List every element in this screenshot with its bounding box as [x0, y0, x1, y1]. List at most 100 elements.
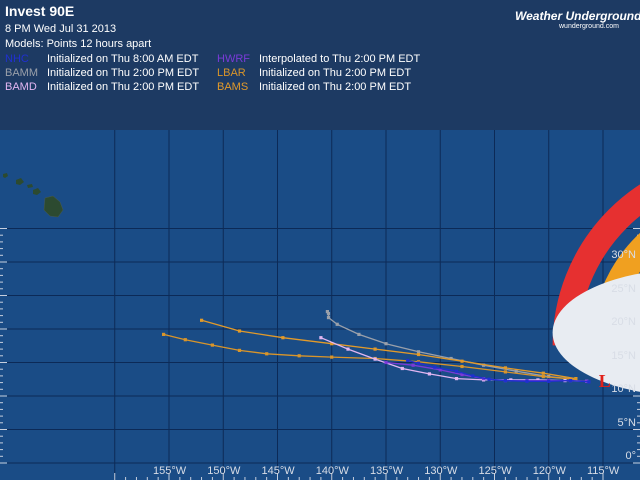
- track-point: [541, 371, 545, 375]
- model-init-text: Initialized on Thu 2:00 PM EDT: [259, 81, 412, 93]
- track-point: [449, 356, 453, 361]
- track-point: [162, 332, 166, 336]
- track-point: [237, 329, 242, 333]
- latitude-label: 10°N: [611, 383, 636, 395]
- hawaii-big-island: [43, 195, 64, 218]
- model-init-text: Initialized on Thu 2:00 PM EDT: [47, 81, 200, 93]
- model-init-text: Interpolated to Thu 2:00 PM EDT: [259, 53, 421, 65]
- track-point: [503, 370, 507, 374]
- latitude-label: 30°N: [611, 249, 636, 261]
- track-point: [384, 360, 388, 365]
- track-point: [411, 363, 415, 367]
- model-row: BAMD Initialized on Thu 2:00 PM EDT BAMS In…: [5, 81, 411, 93]
- hawaii-molokai: [27, 184, 33, 188]
- model-tracks: [162, 310, 591, 384]
- track-line: [201, 319, 577, 380]
- model-name: HWRF: [217, 53, 250, 65]
- track-point: [509, 378, 513, 382]
- track-point: [326, 316, 331, 320]
- track-point: [400, 366, 404, 371]
- header-panel: Invest 90E 8 PM Wed Jul 31 2013 Models: …: [0, 0, 640, 392]
- track-point: [416, 350, 421, 354]
- track-point: [427, 372, 431, 376]
- track-point: [482, 363, 486, 367]
- track-point: [265, 352, 269, 356]
- model-name: NHC: [5, 53, 29, 65]
- model-init-text: Initialized on Thu 2:00 PM EDT: [47, 67, 200, 79]
- longitude-label: 120°W: [532, 465, 566, 477]
- longitude-label: 155°W: [153, 465, 187, 477]
- track-point: [335, 322, 339, 326]
- model-row: NHC Initialized on Thu 8:00 AM EDT HWRF Int…: [5, 53, 420, 65]
- track-point: [541, 375, 545, 379]
- track-point: [460, 373, 464, 377]
- track-point: [346, 347, 350, 351]
- low-pressure-marker: L: [598, 371, 611, 392]
- model-init-text: Initialized on Thu 2:00 PM EDT: [259, 67, 412, 79]
- latitude-label: 20°N: [611, 316, 636, 328]
- latitude-label: 15°N: [611, 349, 636, 362]
- track-point: [416, 361, 421, 365]
- logo-brand: Weather Underground: [515, 9, 640, 23]
- track-point: [587, 380, 591, 384]
- track-point: [460, 359, 464, 363]
- track-point: [357, 332, 361, 336]
- logo-url: wunderground.com: [559, 23, 619, 30]
- track-point: [373, 357, 377, 361]
- longitude-label: 135°W: [370, 465, 404, 477]
- models-caption: Models: Points 12 hours apart: [5, 38, 152, 50]
- track-point: [200, 318, 204, 322]
- track-point: [433, 365, 437, 369]
- track-point: [297, 354, 301, 358]
- track-point: [536, 378, 540, 382]
- storm-title: Invest 90E: [5, 3, 75, 19]
- model-row: BAMM Initialized on Thu 2:00 PM EDT LBAR In…: [5, 67, 411, 79]
- track-point: [487, 377, 491, 381]
- longitude-label: 115°W: [587, 465, 620, 477]
- track-point: [503, 366, 507, 370]
- model-name: BAMM: [5, 67, 38, 79]
- track-point: [514, 369, 518, 373]
- track-point: [237, 348, 242, 352]
- track-point: [319, 336, 323, 340]
- latitude-label: 0°: [625, 450, 636, 462]
- timestamp: 8 PM Wed Jul 31 2013: [5, 23, 117, 35]
- track-point: [326, 312, 331, 316]
- rainbow-cloud-icon: [552, 184, 640, 392]
- track-point: [384, 342, 388, 346]
- track-point: [525, 379, 529, 383]
- track-point: [503, 379, 507, 383]
- model-name: BAMS: [217, 81, 249, 93]
- track-point: [454, 369, 459, 373]
- track-point: [471, 374, 475, 378]
- track-point: [547, 379, 551, 383]
- longitude-label: 125°W: [478, 465, 512, 477]
- hawaii-oahu: [16, 178, 24, 185]
- model-name: BAMD: [5, 81, 37, 93]
- track-point: [373, 347, 377, 351]
- longitude-label: 145°W: [261, 465, 295, 477]
- latitude-label: 25°N: [611, 282, 636, 295]
- track-point: [325, 310, 329, 314]
- track-point: [281, 336, 285, 340]
- track-point: [568, 379, 573, 383]
- track-point: [460, 364, 464, 369]
- track-point: [183, 338, 187, 342]
- track-point: [330, 342, 334, 346]
- model-name: LBAR: [217, 67, 246, 79]
- model-init-text: Initialized on Thu 8:00 AM EDT: [47, 53, 199, 65]
- track-nhc: [406, 358, 591, 384]
- longitude-label: 130°W: [424, 465, 458, 477]
- track-point: [406, 358, 410, 363]
- track-point: [438, 368, 442, 372]
- track-bams: [200, 318, 578, 381]
- track-point: [416, 352, 421, 357]
- track-point: [330, 355, 334, 359]
- track-point: [574, 377, 578, 381]
- hawaii-maui: [33, 188, 41, 195]
- weather-underground-logo[interactable]: Weather Underground wunderground.com: [463, 3, 640, 392]
- latitude-label: 5°N: [617, 416, 636, 429]
- longitude-label: 140°W: [315, 465, 349, 477]
- longitude-label: 150°W: [207, 465, 241, 477]
